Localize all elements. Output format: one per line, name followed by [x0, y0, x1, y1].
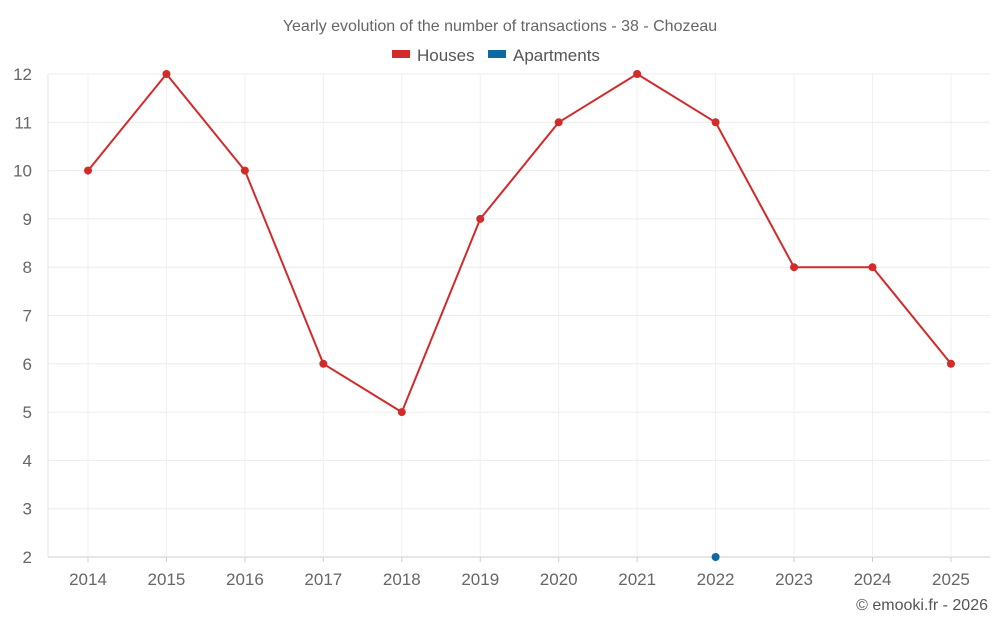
- y-tick-label: 2: [23, 548, 32, 567]
- data-point-houses: [633, 70, 642, 78]
- legend-item-apartments[interactable]: Apartments: [488, 46, 600, 65]
- y-tick-label: 10: [13, 162, 32, 181]
- x-tick-label: 2014: [69, 570, 107, 589]
- y-tick-label: 8: [23, 258, 32, 277]
- y-tick-label: 6: [23, 355, 32, 374]
- x-tick-label: 2019: [461, 570, 499, 589]
- data-point-houses: [162, 70, 171, 78]
- legend: Houses Apartments: [392, 46, 600, 65]
- data-point-houses: [397, 408, 406, 417]
- series-line-houses: [87, 73, 952, 414]
- data-point-houses: [946, 359, 955, 368]
- y-axis: 2 3 4 5 6 7 8 9 10 11 12: [13, 65, 32, 567]
- credit-text: © emooki.fr - 2026: [856, 597, 988, 614]
- y-tick-label: 4: [23, 451, 32, 470]
- legend-swatch-houses: [392, 50, 410, 58]
- y-tick-label: 12: [13, 65, 32, 84]
- x-tick-label: 2017: [304, 570, 342, 589]
- data-point-houses: [319, 359, 328, 368]
- y-tick-label: 9: [23, 210, 32, 229]
- y-tick-label: 3: [23, 500, 32, 519]
- x-tick-label: 2023: [775, 570, 813, 589]
- y-tick-label: 7: [23, 307, 32, 326]
- x-tick-label: 2015: [148, 570, 186, 589]
- data-point-houses: [554, 118, 563, 127]
- y-tick-label: 5: [23, 403, 32, 422]
- x-tick-label: 2020: [540, 570, 578, 589]
- legend-swatch-apartments: [488, 50, 506, 58]
- data-point-houses: [711, 118, 720, 127]
- x-tick-label: 2024: [854, 570, 892, 589]
- x-tick-label: 2021: [618, 570, 656, 589]
- legend-label-houses: Houses: [417, 46, 475, 65]
- data-point-houses: [84, 166, 92, 175]
- data-point-apartments: [711, 553, 720, 561]
- legend-item-houses[interactable]: Houses: [392, 46, 475, 65]
- x-tick-label: 2016: [226, 570, 264, 589]
- grid: [47, 73, 990, 558]
- data-point-houses: [476, 214, 485, 223]
- x-tick-label: 2025: [932, 570, 970, 589]
- plot-area: [84, 70, 955, 561]
- data-point-houses: [790, 263, 799, 272]
- x-axis: 2014 2015 2016 2017 2018 2019 2020 2021 2022 2023…: [69, 557, 970, 589]
- chart-title: Yearly evolution of the number of transa…: [283, 18, 717, 35]
- data-point-houses: [868, 263, 877, 272]
- x-tick-label: 2018: [383, 570, 421, 589]
- y-tick-label: 11: [14, 113, 32, 132]
- data-point-houses: [240, 166, 249, 175]
- legend-label-apartments: Apartments: [513, 46, 600, 65]
- x-tick-label: 2022: [697, 570, 735, 589]
